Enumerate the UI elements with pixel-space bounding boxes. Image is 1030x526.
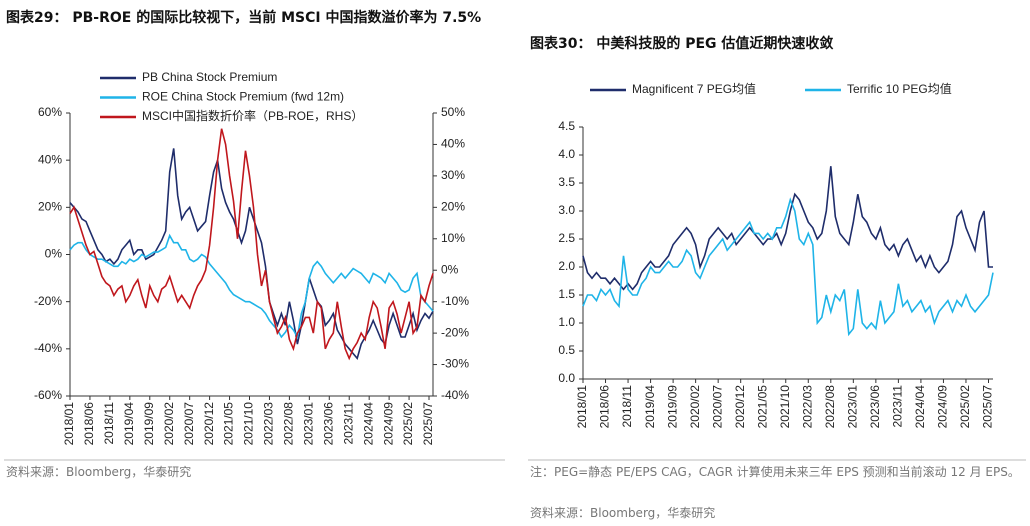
y2-tick-label: 10% <box>441 231 465 245</box>
x-tick-label: 2022/08 <box>282 402 296 446</box>
series-line <box>69 128 434 361</box>
y-tick-label: 20% <box>38 200 62 214</box>
x-tick-label: 2020/07 <box>182 402 196 446</box>
y2-tick-label: -10% <box>441 294 469 308</box>
y-tick-label: 1.5 <box>558 287 575 301</box>
x-tick-label: 2024/04 <box>913 385 927 429</box>
y2-tick-label: 30% <box>441 168 465 182</box>
x-tick-label: 2020/02 <box>162 402 176 446</box>
x-tick-label: 2019/04 <box>122 402 136 446</box>
x-tick-label: 2020/07 <box>710 385 724 429</box>
x-tick-label: 2020/12 <box>733 385 747 429</box>
chart-title: 图表29： PB-ROE 的国际比较视下，当前 MSCI 中国指数溢价率为 7.… <box>6 10 482 26</box>
legend-label: ROE China Stock Premium (fwd 12m) <box>142 90 344 104</box>
series-line <box>582 197 994 337</box>
x-tick-label: 2021/10 <box>242 402 256 446</box>
x-tick-label: 2019/09 <box>142 402 156 446</box>
source: 资料来源：Bloomberg，华泰研究 <box>530 506 716 520</box>
y2-tick-label: -20% <box>441 325 469 339</box>
legend-label: PB China Stock Premium <box>142 70 277 84</box>
x-tick-label: 2023/06 <box>868 385 882 429</box>
x-tick-label: 2018/11 <box>620 385 634 428</box>
x-tick-label: 2018/06 <box>82 402 96 446</box>
x-tick-label: 2018/11 <box>102 402 116 445</box>
y2-tick-label: 0% <box>441 262 459 276</box>
y2-tick-label: 50% <box>441 105 465 119</box>
legend-label: Magnificent 7 PEG均值 <box>632 81 756 96</box>
y-tick-label: 0% <box>45 247 63 261</box>
series-line <box>69 148 434 360</box>
legend-label: Terrific 10 PEG均值 <box>847 81 952 96</box>
y-tick-label: 3.5 <box>558 175 575 189</box>
series-line <box>69 233 434 340</box>
chart-title: 图表30： 中美科技股的 PEG 估值近期快速收敛 <box>530 36 834 52</box>
x-tick-label: 2021/10 <box>778 385 792 429</box>
x-tick-label: 2025/02 <box>401 402 415 446</box>
x-tick-label: 2025/02 <box>958 385 972 429</box>
series-line <box>582 166 993 291</box>
y2-tick-label: 20% <box>441 200 465 214</box>
y-tick-label: -40% <box>34 341 62 355</box>
x-tick-label: 2022/08 <box>823 385 837 429</box>
y-tick-label: -60% <box>34 388 62 402</box>
y2-tick-label: -30% <box>441 357 469 371</box>
y-tick-label: 60% <box>38 105 62 119</box>
legend-label: MSCI中国指数折价率（PB-ROE，RHS） <box>142 108 363 123</box>
x-tick-label: 2021/05 <box>222 402 236 446</box>
x-tick-label: 2020/12 <box>202 402 216 446</box>
y-tick-label: 0.5 <box>558 343 575 357</box>
note: 注：PEG=静态 PE/EPS CAG，CAGR 计算使用未来三年 EPS 预测… <box>530 465 1020 479</box>
x-tick-label: 2022/03 <box>262 402 276 446</box>
y-tick-label: 2.5 <box>558 231 575 245</box>
x-tick-label: 2023/06 <box>321 402 335 446</box>
x-tick-label: 2023/11 <box>891 385 905 428</box>
x-tick-label: 2024/04 <box>361 402 375 446</box>
x-tick-label: 2018/06 <box>598 385 612 429</box>
x-tick-label: 2018/01 <box>575 385 589 429</box>
x-tick-label: 2023/11 <box>341 402 355 445</box>
y-tick-label: 4.0 <box>558 147 575 161</box>
x-tick-label: 2022/03 <box>800 385 814 429</box>
source: 资料来源：Bloomberg，华泰研究 <box>6 465 192 479</box>
x-tick-label: 2020/02 <box>688 385 702 429</box>
y-tick-label: 3.0 <box>558 203 575 217</box>
y2-tick-label: 40% <box>441 137 465 151</box>
x-tick-label: 2024/09 <box>381 402 395 446</box>
x-tick-label: 2025/07 <box>421 402 435 446</box>
x-tick-label: 2023/01 <box>302 402 316 446</box>
x-tick-label: 2025/07 <box>981 385 995 429</box>
y-tick-label: 1.0 <box>558 315 575 329</box>
y-tick-label: -20% <box>34 294 62 308</box>
x-tick-label: 2018/01 <box>62 402 76 446</box>
y2-tick-label: -40% <box>441 388 469 402</box>
y-tick-label: 0.0 <box>558 371 575 385</box>
x-tick-label: 2024/09 <box>936 385 950 429</box>
x-tick-label: 2019/09 <box>665 385 679 429</box>
y-tick-label: 40% <box>38 152 62 166</box>
x-tick-label: 2023/01 <box>846 385 860 429</box>
y-tick-label: 4.5 <box>558 119 575 133</box>
x-tick-label: 2019/04 <box>643 385 657 429</box>
y-tick-label: 2.0 <box>558 259 575 273</box>
x-tick-label: 2021/05 <box>755 385 769 429</box>
